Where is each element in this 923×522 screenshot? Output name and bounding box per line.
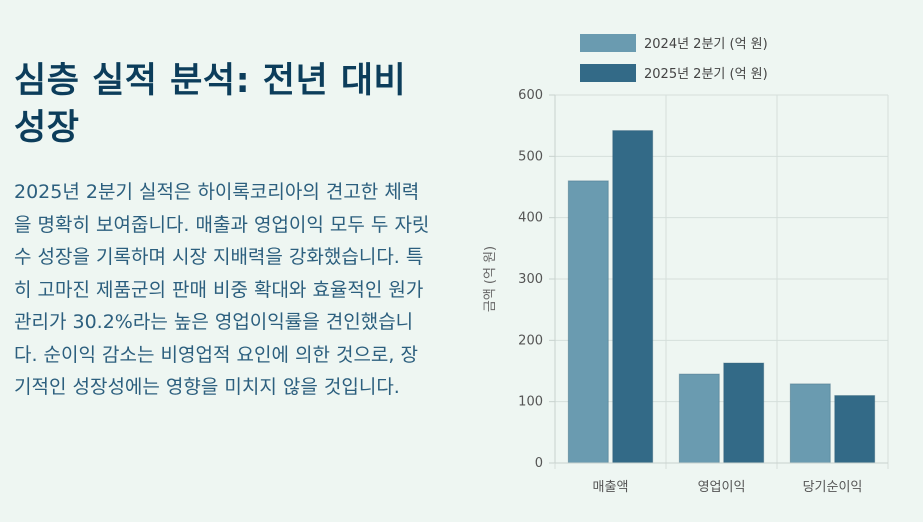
legend-label: 2025년 2분기 (억 원) — [644, 67, 768, 82]
bar — [723, 362, 765, 464]
y-tick-label: 100 — [518, 395, 543, 410]
y-axis-title: 금액 (억 원) — [483, 246, 498, 312]
summary-paragraph: 2025년 2분기 실적은 하이록코리아의 견고한 체력을 명확히 보여줍니다.… — [14, 181, 430, 398]
bar — [789, 383, 831, 464]
bar — [678, 373, 720, 464]
y-tick-label: 300 — [518, 272, 543, 287]
legend-swatch — [580, 64, 636, 82]
y-tick-label: 500 — [518, 149, 543, 164]
legend-label: 2024년 2분기 (억 원) — [644, 37, 768, 52]
y-tick-label: 400 — [518, 211, 543, 226]
y-tick-label: 600 — [518, 88, 543, 103]
text-panel: 심층 실적 분석: 전년 대비 성장 2025년 2분기 실적은 하이록코리아의… — [14, 58, 434, 404]
bar — [612, 130, 654, 464]
bar — [567, 180, 609, 464]
x-tick-label: 당기순이익 — [803, 480, 863, 495]
x-tick-label: 매출액 — [593, 480, 629, 495]
y-tick-label: 200 — [518, 333, 543, 348]
page-title: 심층 실적 분석: 전년 대비 성장 — [14, 61, 407, 148]
y-tick-label: 0 — [535, 456, 543, 471]
x-tick-label: 영업이익 — [698, 480, 746, 495]
bar — [834, 395, 876, 464]
legend-swatch — [580, 34, 636, 52]
chart-svg: 2024년 2분기 (억 원) 2025년 2분기 (억 원) 0 100 200 300… — [483, 34, 889, 495]
bar-chart: 2024년 2분기 (억 원) 2025년 2분기 (억 원) 0 100 200 300… — [476, 22, 916, 512]
